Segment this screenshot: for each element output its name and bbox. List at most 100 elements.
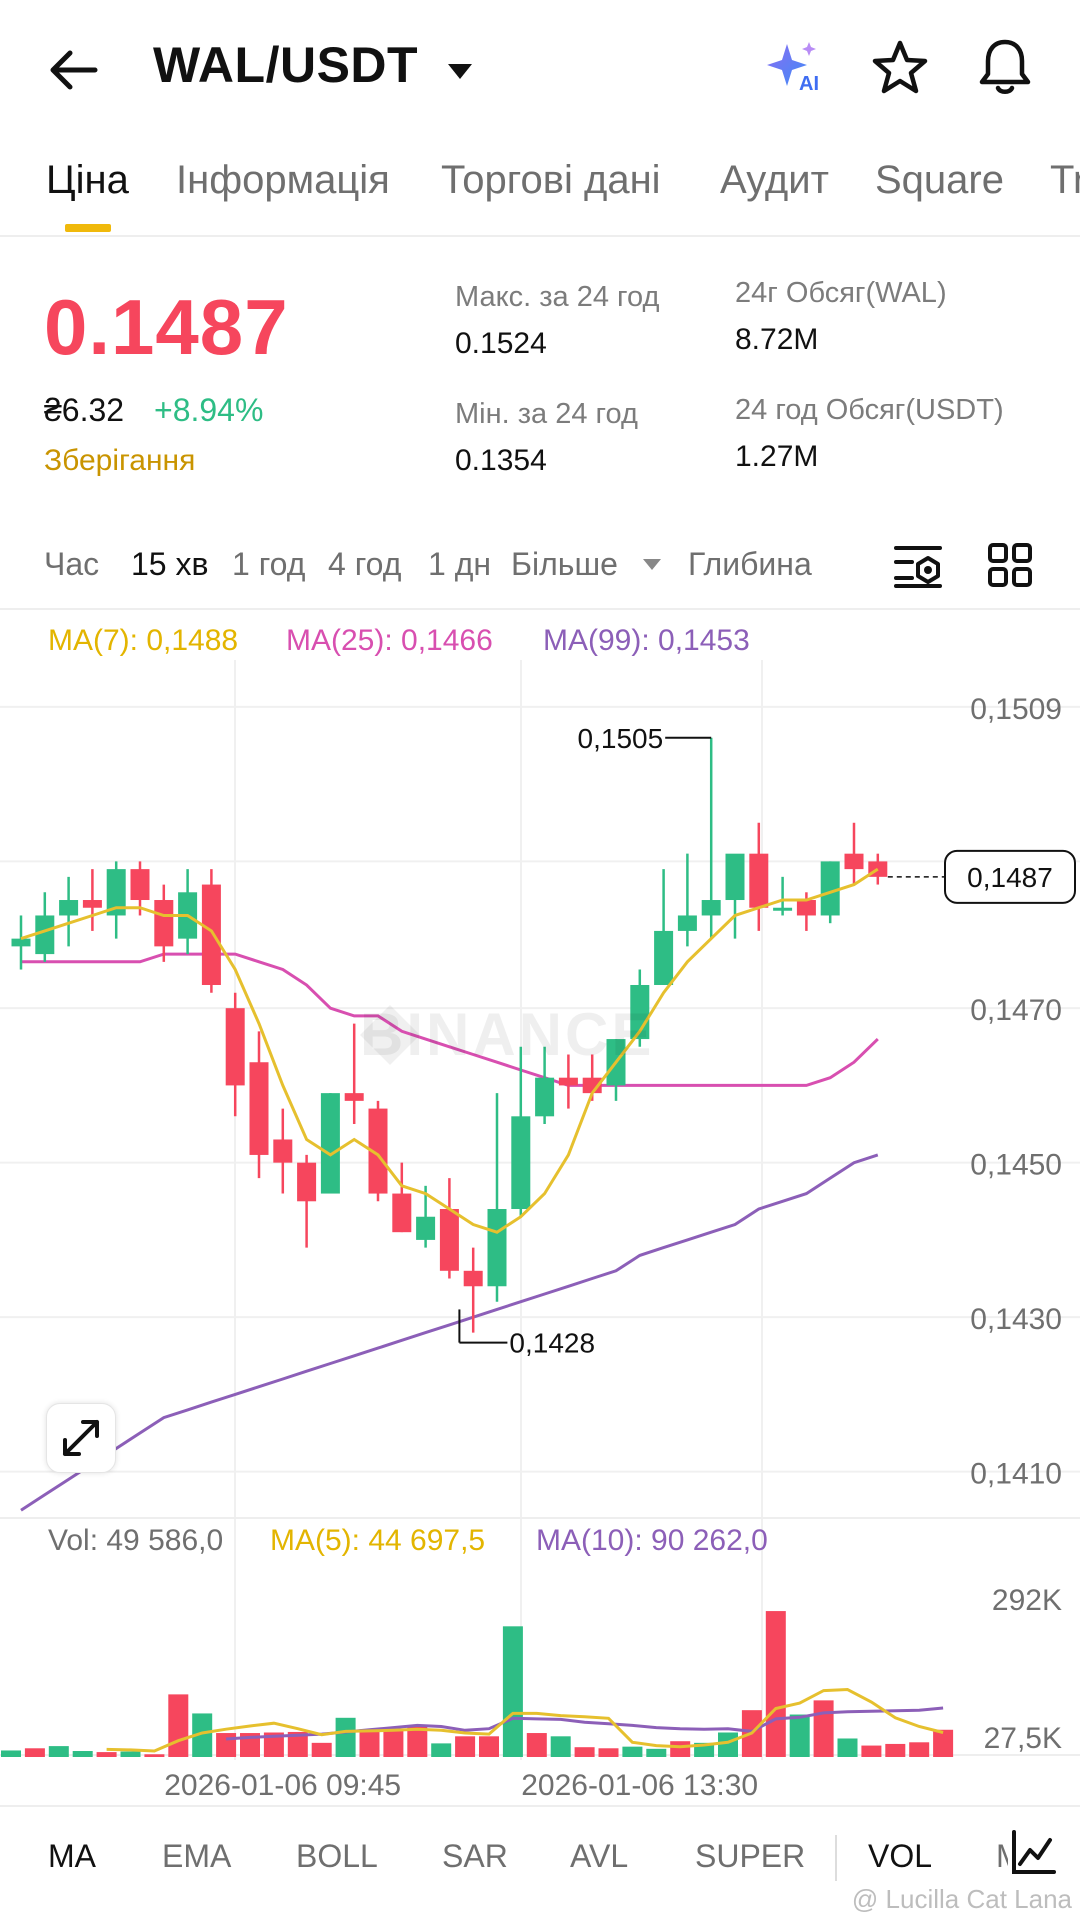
volume-bar (192, 1713, 213, 1757)
candle (130, 869, 150, 901)
ai-sparkle-icon[interactable]: AI (765, 38, 827, 94)
ma25-legend: MA(25): 0,1466 (286, 624, 493, 657)
candle (796, 900, 816, 916)
timeframe-4h[interactable]: 4 год (328, 546, 402, 582)
expand-icon (63, 1420, 99, 1456)
volume-bar (335, 1717, 356, 1757)
candle (773, 907, 793, 911)
volume-bar (885, 1743, 906, 1757)
price-chart[interactable]: 0,15090,14890,14700,14500,14300,14100,15… (0, 610, 1080, 1810)
volume-bar (383, 1728, 404, 1757)
indicator-sar[interactable]: SAR (442, 1838, 508, 1874)
tab-more[interactable]: Tr (1050, 158, 1080, 202)
indicator-ema[interactable]: EMA (162, 1838, 232, 1874)
watermark: BINANCE (360, 1001, 655, 1068)
candle (535, 1077, 555, 1117)
back-arrow-icon[interactable] (40, 40, 110, 100)
high-price-label: 0,1505 (578, 723, 664, 754)
timeframe-1d[interactable]: 1 дн (428, 546, 492, 582)
volume-bar (216, 1733, 237, 1757)
grid-layout-icon[interactable] (985, 540, 1035, 590)
volume-bar (144, 1754, 165, 1757)
candle (463, 1270, 483, 1287)
timeframe-1h[interactable]: 1 год (232, 546, 306, 582)
current-price-box (944, 849, 1076, 904)
candle (344, 1093, 364, 1101)
svg-text:AI: AI (799, 73, 819, 94)
volume-bar (622, 1746, 643, 1757)
tab-info[interactable]: Інформація (176, 158, 390, 202)
volume-bar (789, 1714, 810, 1757)
volume-bar (837, 1738, 858, 1757)
high-24h-value: 0.1524 (455, 327, 547, 360)
candle (392, 1193, 412, 1233)
fullscreen-button[interactable] (46, 1403, 116, 1473)
more-timeframes[interactable]: Більше (511, 546, 618, 582)
depth-tab[interactable]: Глибина (688, 546, 812, 582)
volume-bar (718, 1732, 738, 1757)
x-axis-tick-label: 2026-01-06 13:30 (521, 1769, 758, 1802)
candle (249, 1062, 269, 1155)
candle (820, 861, 840, 916)
candle (82, 900, 102, 908)
indicator-settings-button[interactable] (1008, 1828, 1058, 1878)
volume-bar (813, 1700, 834, 1757)
star-icon[interactable] (870, 38, 930, 98)
candle (35, 915, 55, 955)
indicator-boll[interactable]: BOLL (296, 1838, 378, 1874)
indicator-vol[interactable]: VOL (868, 1838, 933, 1874)
volume-bar (311, 1742, 332, 1757)
candle (225, 1008, 245, 1086)
candle (844, 853, 864, 870)
watermark-logo-icon (360, 1005, 420, 1065)
volume-bar (502, 1626, 523, 1757)
y-axis-tick-label: 0,1450 (970, 1149, 1062, 1182)
tab-square[interactable]: Square (875, 158, 1004, 202)
candle (511, 1116, 531, 1210)
volume-bar (1, 1750, 21, 1757)
volume-quote-label: 24 год Обсяг(USDT) (735, 394, 1004, 426)
indicator-super[interactable]: SUPER (695, 1838, 806, 1874)
storage-tag[interactable]: Зберігання (44, 444, 196, 477)
candle (725, 853, 745, 901)
volume-bar (263, 1732, 284, 1757)
indicator-avl[interactable]: AVL (570, 1838, 629, 1874)
section-tabs: Ціна Інформація Торгові дані Аудит Squar… (0, 140, 1080, 237)
indicator-separator (835, 1835, 837, 1881)
credit-text: @ Lucilla Cat Lana (851, 1884, 1072, 1914)
volume-bar (479, 1736, 499, 1757)
tab-audit[interactable]: Аудит (720, 158, 829, 202)
price-change-percent: +8.94% (154, 392, 264, 428)
timeframe-15m[interactable]: 15 хв (131, 546, 209, 582)
caret-down-icon[interactable] (440, 52, 480, 92)
volume-bar (120, 1751, 141, 1757)
candle (487, 1209, 507, 1287)
candle (654, 930, 674, 985)
y-axis-tick-label: 0,1410 (970, 1458, 1062, 1491)
ma99-legend: MA(99): 0,1453 (543, 624, 750, 657)
volume-tick-label: 27,5K (984, 1722, 1062, 1755)
candle (558, 1077, 578, 1086)
volume-ma5-line (106, 1687, 944, 1753)
indicator-ma[interactable]: MA (48, 1838, 96, 1874)
volume-bar (72, 1751, 93, 1757)
pair-selector[interactable]: WAL/USDT (153, 37, 419, 93)
candle (677, 915, 697, 931)
candle (106, 869, 126, 916)
time-label[interactable]: Час (44, 546, 100, 582)
candle (273, 1139, 293, 1163)
more-caret-icon[interactable] (641, 556, 663, 574)
x-axis-tick-label: 2026-01-06 09:45 (164, 1769, 401, 1802)
candle (416, 1216, 436, 1240)
volume-bar (861, 1745, 882, 1757)
candle (749, 853, 769, 908)
line-chart-icon (1012, 1830, 1056, 1874)
volume-bar (909, 1742, 930, 1757)
candle (701, 900, 721, 916)
volume-bar (765, 1611, 786, 1757)
candle (59, 900, 79, 916)
tab-trading-data[interactable]: Торгові дані (441, 158, 661, 202)
bell-icon[interactable] (975, 36, 1035, 98)
chart-settings-icon[interactable] (890, 540, 946, 592)
tab-price[interactable]: Ціна (46, 158, 129, 202)
